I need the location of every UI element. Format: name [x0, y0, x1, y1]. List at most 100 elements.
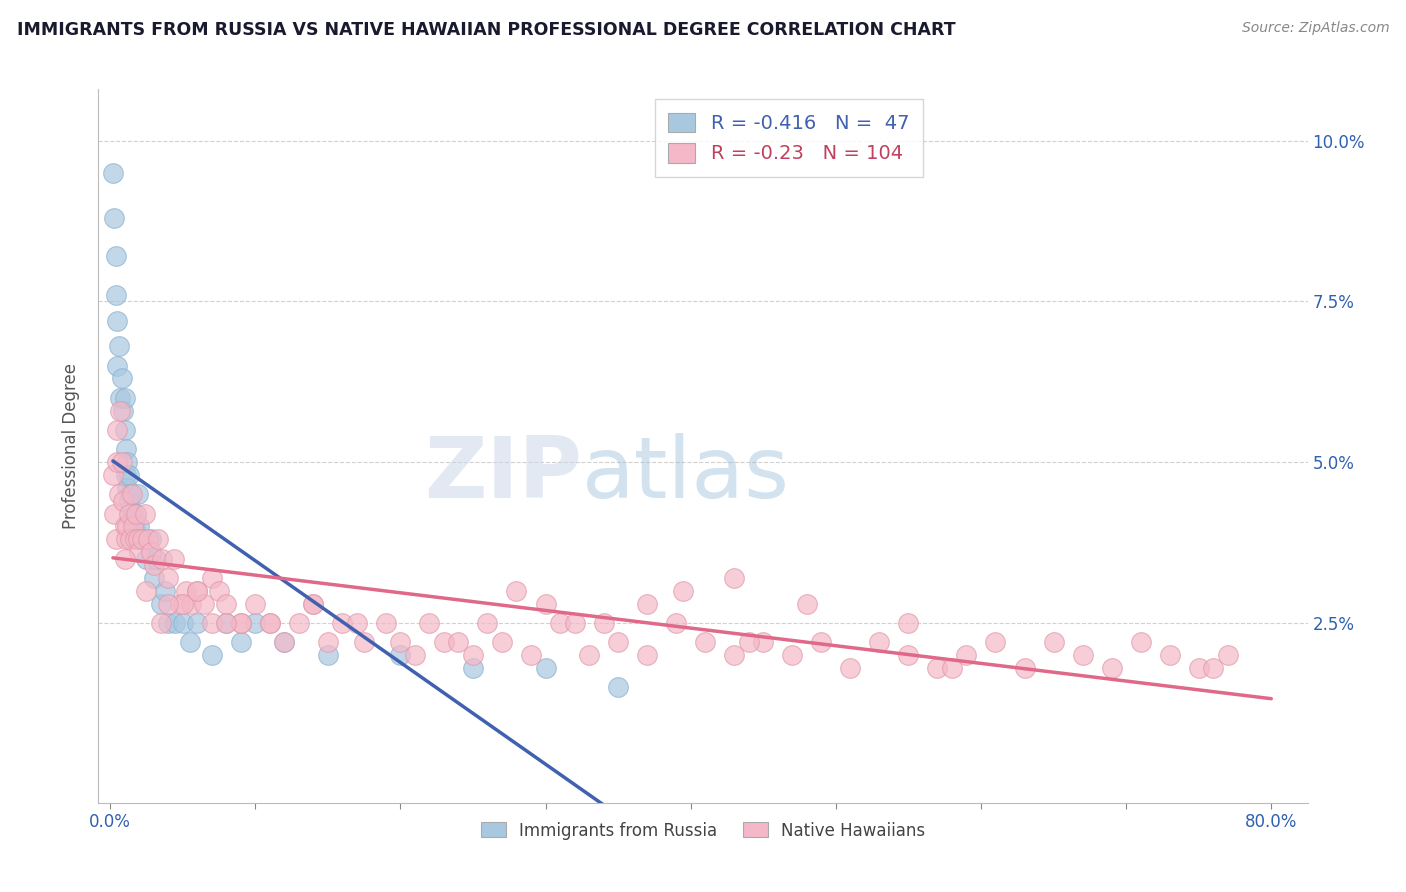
Point — [139, 533, 162, 547]
Point — [723, 648, 745, 662]
Point — [273, 635, 295, 649]
Point — [179, 635, 201, 649]
Point — [1014, 661, 1036, 675]
Text: ZIP: ZIP — [425, 433, 582, 516]
Text: IMMIGRANTS FROM RUSSIA VS NATIVE HAWAIIAN PROFESSIONAL DEGREE CORRELATION CHART: IMMIGRANTS FROM RUSSIA VS NATIVE HAWAIIA… — [17, 21, 956, 38]
Point — [150, 551, 173, 566]
Legend: Immigrants from Russia, Native Hawaiians: Immigrants from Russia, Native Hawaiians — [472, 814, 934, 848]
Point — [131, 533, 153, 547]
Point — [302, 597, 325, 611]
Point — [316, 648, 339, 662]
Point — [259, 615, 281, 630]
Point — [984, 635, 1007, 649]
Point — [157, 615, 180, 630]
Point — [131, 533, 153, 547]
Point — [229, 615, 252, 630]
Point — [695, 635, 717, 649]
Point — [157, 597, 180, 611]
Point — [186, 583, 208, 598]
Point — [120, 533, 142, 547]
Point — [111, 455, 134, 469]
Point — [564, 615, 586, 630]
Point — [114, 423, 136, 437]
Point — [201, 615, 224, 630]
Point — [346, 615, 368, 630]
Point — [578, 648, 600, 662]
Point — [111, 371, 134, 385]
Point — [215, 597, 238, 611]
Point — [104, 288, 127, 302]
Point — [1101, 661, 1123, 675]
Point — [121, 487, 143, 501]
Point — [115, 467, 138, 482]
Point — [117, 481, 139, 495]
Point — [134, 507, 156, 521]
Point — [105, 359, 128, 373]
Point — [738, 635, 761, 649]
Point — [174, 583, 197, 598]
Point — [169, 597, 191, 611]
Point — [105, 423, 128, 437]
Point — [839, 661, 862, 675]
Point — [104, 249, 127, 263]
Point — [135, 583, 157, 598]
Point — [122, 513, 145, 527]
Point — [128, 519, 150, 533]
Point — [153, 583, 176, 598]
Point — [433, 635, 456, 649]
Point — [172, 615, 194, 630]
Point — [172, 597, 194, 611]
Point — [163, 551, 186, 566]
Point — [941, 661, 963, 675]
Point — [165, 615, 187, 630]
Point — [302, 597, 325, 611]
Point — [607, 635, 630, 649]
Point — [245, 597, 267, 611]
Point — [723, 571, 745, 585]
Point — [330, 615, 353, 630]
Point — [157, 571, 180, 585]
Point — [665, 615, 688, 630]
Point — [101, 467, 124, 482]
Point — [287, 615, 309, 630]
Point — [1202, 661, 1225, 675]
Y-axis label: Professional Degree: Professional Degree — [62, 363, 80, 529]
Point — [607, 680, 630, 694]
Point — [105, 455, 128, 469]
Point — [636, 597, 658, 611]
Point — [186, 583, 208, 598]
Point — [245, 615, 267, 630]
Point — [229, 635, 252, 649]
Point — [117, 455, 139, 469]
Point — [215, 615, 238, 630]
Point — [927, 661, 949, 675]
Point — [149, 615, 172, 630]
Point — [114, 391, 136, 405]
Point — [1071, 648, 1094, 662]
Point — [477, 615, 499, 630]
Point — [127, 533, 149, 547]
Point — [461, 661, 484, 675]
Point — [145, 551, 167, 566]
Point — [115, 442, 138, 457]
Point — [149, 597, 172, 611]
Point — [389, 648, 412, 662]
Point — [316, 635, 339, 649]
Point — [186, 615, 208, 630]
Point — [101, 166, 124, 180]
Point — [353, 635, 375, 649]
Point — [534, 661, 557, 675]
Point — [125, 507, 148, 521]
Point — [142, 558, 165, 572]
Point — [672, 583, 695, 598]
Point — [374, 615, 396, 630]
Text: Source: ZipAtlas.com: Source: ZipAtlas.com — [1241, 21, 1389, 35]
Point — [955, 648, 977, 662]
Point — [114, 551, 136, 566]
Point — [125, 507, 148, 521]
Point — [592, 615, 614, 630]
Point — [780, 648, 803, 662]
Point — [897, 648, 920, 662]
Point — [201, 571, 224, 585]
Point — [273, 635, 295, 649]
